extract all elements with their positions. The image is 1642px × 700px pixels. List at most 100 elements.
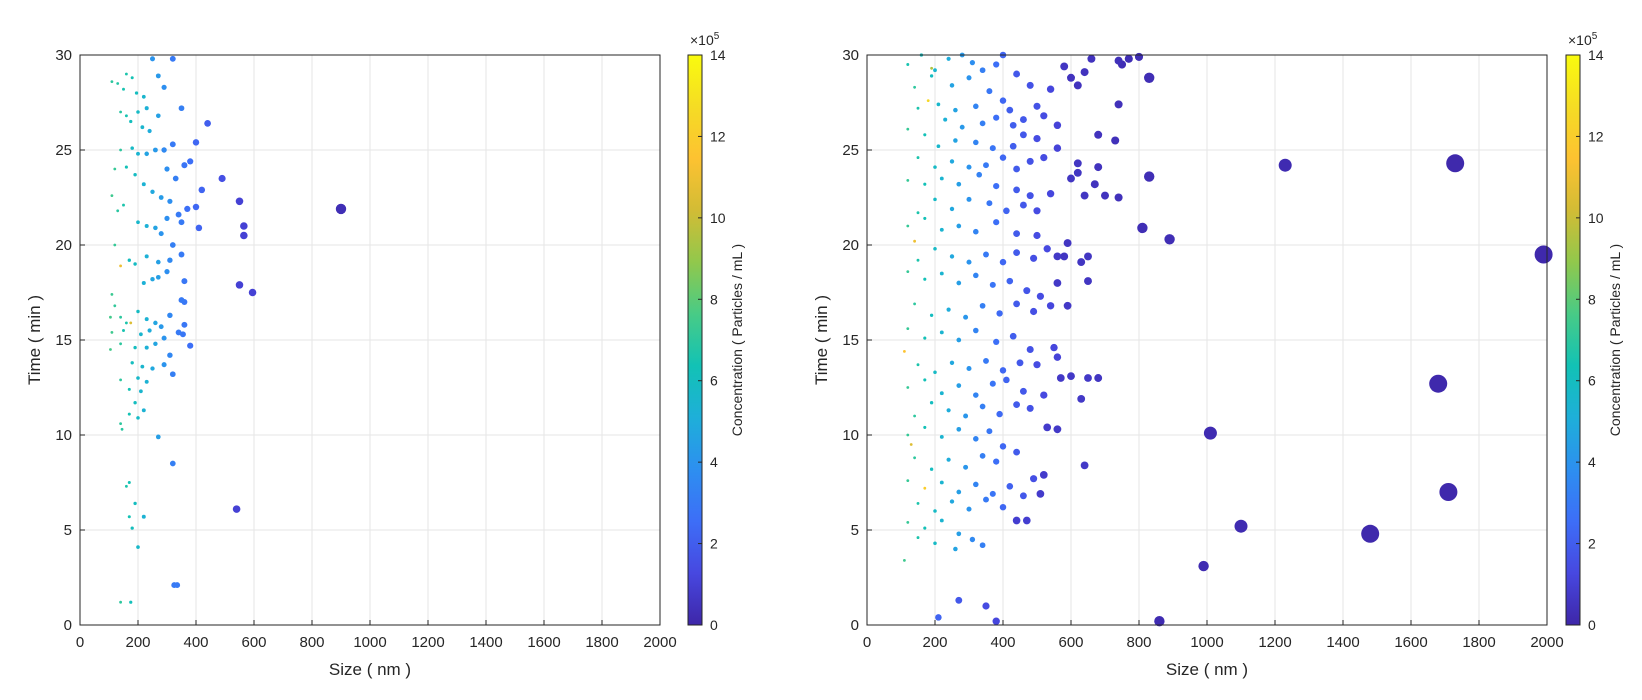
y-tick-label: 0	[851, 617, 859, 634]
data-point	[913, 239, 916, 243]
y-tick-label: 30	[55, 47, 72, 64]
data-point	[1056, 374, 1065, 382]
data-point	[158, 195, 164, 200]
data-point	[122, 87, 125, 91]
data-point	[122, 329, 125, 332]
data-point	[1026, 192, 1034, 200]
data-point	[1006, 277, 1014, 285]
x-tick-label: 1200	[1258, 634, 1291, 651]
data-point	[136, 376, 140, 380]
data-point	[933, 165, 937, 169]
data-point	[187, 158, 194, 165]
data-point	[141, 408, 146, 413]
data-point	[248, 288, 257, 297]
data-point	[933, 68, 937, 73]
data-point	[1101, 191, 1109, 200]
data-point	[136, 110, 140, 114]
data-point	[956, 337, 962, 343]
data-point	[164, 166, 170, 172]
data-point	[1073, 81, 1082, 90]
right-colorbar: 0 2 4 6 8 10 12 14	[1565, 47, 1604, 633]
data-point	[996, 410, 1003, 418]
data-point	[175, 211, 182, 218]
y-tick-label: 10	[55, 427, 72, 444]
y-tick-label: 15	[55, 332, 72, 349]
x-tick-label: 1600	[1394, 634, 1427, 651]
data-point	[124, 114, 128, 118]
data-point	[204, 120, 211, 127]
data-point	[161, 335, 167, 341]
data-point	[935, 614, 942, 621]
data-point	[150, 189, 155, 194]
data-point	[906, 127, 910, 131]
colorbar-gradient	[1565, 54, 1581, 626]
data-point	[929, 313, 934, 317]
data-point	[903, 350, 906, 353]
data-point	[109, 315, 112, 319]
colorbar-tick-label: 4	[1588, 454, 1596, 470]
data-point	[993, 61, 1000, 68]
data-point	[983, 357, 989, 364]
data-point	[134, 91, 139, 95]
data-point	[1429, 374, 1448, 393]
data-point	[181, 321, 188, 328]
data-point	[1080, 461, 1089, 470]
data-point	[155, 434, 161, 440]
data-point	[1003, 376, 1010, 384]
data-point	[1278, 158, 1292, 172]
data-point	[923, 277, 927, 281]
data-point	[1013, 165, 1021, 173]
colorbar-tick-label: 8	[1588, 291, 1596, 307]
data-point	[973, 103, 979, 110]
data-point	[923, 133, 927, 137]
data-point	[953, 107, 958, 113]
data-point	[939, 434, 944, 439]
data-point	[1013, 401, 1021, 409]
data-point	[923, 526, 927, 530]
data-point	[1077, 394, 1086, 403]
data-point	[130, 361, 134, 365]
data-point	[923, 486, 927, 490]
data-point	[916, 106, 920, 110]
data-point	[133, 501, 137, 506]
data-point	[167, 352, 173, 358]
data-point	[1053, 353, 1062, 361]
x-tick-label: 400	[183, 634, 208, 651]
colorbar-tick-label: 6	[1588, 373, 1596, 389]
data-point	[240, 231, 248, 240]
data-point	[993, 219, 1000, 226]
x-tick-label: 200	[922, 634, 947, 651]
data-point	[198, 186, 206, 194]
data-point	[1040, 391, 1048, 399]
data-point	[1063, 239, 1072, 248]
data-point	[110, 293, 114, 296]
data-point	[982, 602, 990, 610]
data-point	[916, 211, 920, 215]
data-point	[999, 154, 1007, 161]
data-point	[167, 198, 173, 204]
data-point	[124, 72, 128, 76]
data-point	[1019, 492, 1027, 500]
data-point	[109, 348, 112, 351]
data-point	[909, 443, 913, 446]
right-colorbar-label: Concentration ( Particles / mL )	[1607, 244, 1623, 436]
data-point	[989, 380, 996, 387]
colorbar-tick-label: 14	[1588, 47, 1604, 63]
x-tick-label: 200	[125, 634, 150, 651]
data-point	[1053, 121, 1062, 130]
data-point	[172, 175, 179, 182]
data-point	[169, 242, 176, 248]
data-point	[966, 259, 972, 265]
data-point	[906, 224, 910, 228]
data-point	[1067, 372, 1075, 381]
data-point	[1013, 186, 1021, 194]
data-point	[161, 84, 167, 90]
data-point	[1013, 300, 1021, 308]
right-colorbar-exponent: ×105	[1568, 31, 1598, 48]
data-point	[1053, 425, 1062, 434]
data-point	[1439, 483, 1458, 501]
data-point	[110, 194, 114, 198]
x-tick-label: 800	[299, 634, 324, 651]
data-point	[906, 521, 910, 524]
data-point	[929, 74, 934, 78]
